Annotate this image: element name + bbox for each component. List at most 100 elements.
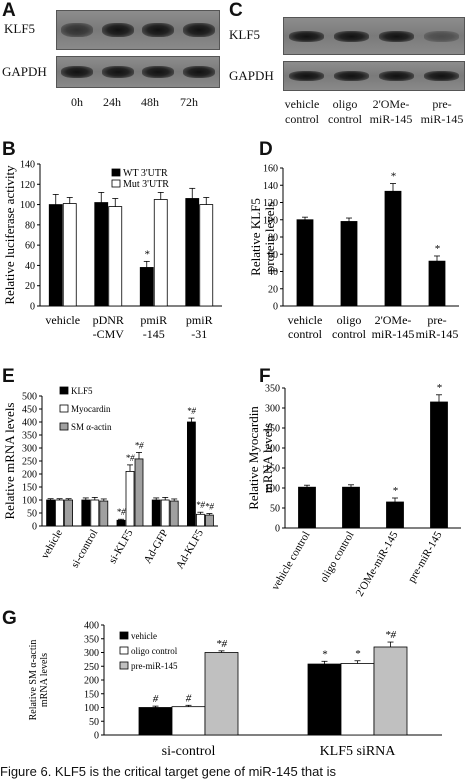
- chart-g-category-label: KLF5 siRNA: [320, 744, 397, 759]
- chart-e-ytick-label: 100: [22, 496, 37, 507]
- chart-b-legend-label: Mut 3'UTR: [123, 179, 169, 190]
- chart-f-ylabel: mRNA levels: [260, 423, 275, 493]
- chart-e-legend-swatch: [59, 422, 69, 431]
- chart-e-ytick-label: 450: [22, 405, 37, 416]
- chart-d-category-label: control: [332, 327, 367, 341]
- chart-b-category-label: pmiR: [140, 313, 167, 327]
- chart-b-bar: [199, 204, 214, 307]
- chart-e-annotation: *#: [196, 500, 206, 510]
- chart-e-bar: [204, 514, 214, 527]
- chart-e-bar: [195, 513, 205, 527]
- chart-g-ytick-label: 250: [84, 662, 99, 673]
- chart-f-ytick-label: 300: [265, 404, 280, 415]
- chart-g-ytick-label: 100: [84, 703, 99, 714]
- chart-e-annotation: *#: [126, 453, 136, 463]
- chart-e-category-label: Ad-GFP: [142, 528, 171, 566]
- chart-e-category-label: Ad-KLF5: [174, 527, 206, 571]
- chart-g-bar: [373, 646, 408, 736]
- chart-g-annotation: *: [322, 648, 328, 660]
- chart-b-category-label: pDNR: [93, 313, 124, 327]
- chart-d-bar: [384, 190, 402, 307]
- chart-b-ytick-label: 140: [20, 160, 35, 171]
- chart-g-ytick-label: 200: [84, 676, 99, 687]
- blot-a-klf5-band-4: [182, 23, 215, 37]
- chart-d-ytick-label: 140: [263, 181, 278, 192]
- chart-e-legend-swatch: [59, 386, 69, 395]
- blot-a-klf5-band-3: [142, 23, 175, 37]
- chart-f-ytick-label: 0: [275, 524, 280, 535]
- chart-e-category-label: vehicle: [39, 527, 65, 561]
- lane-label-a-3: 48h: [141, 95, 159, 109]
- chart-e-legend-swatch: [59, 404, 69, 413]
- chart-d-ylabel: protein levels: [262, 202, 277, 272]
- chart-f-category-label: pre-miR-145: [406, 529, 445, 585]
- chart-b-bar: [94, 202, 109, 307]
- chart-b-category-label: -145: [143, 327, 165, 341]
- chart-f-ytick-label: 50: [270, 504, 280, 515]
- chart-e-ytick-label: 300: [22, 444, 37, 455]
- chart-e-ytick-label: 350: [22, 431, 37, 442]
- chart-f-ytick-label: 200: [265, 444, 280, 455]
- chart-d-bar: [340, 221, 358, 307]
- blot-a-gapdh-band-2: [101, 66, 134, 78]
- chart-e-legend-label: SM α-actin: [71, 422, 112, 432]
- chart-e-annotation: *#: [205, 502, 215, 512]
- chart-b-bar: [108, 206, 123, 307]
- chart-d-category-label: miR-145: [372, 327, 415, 341]
- chart-e-annotation: *#: [135, 440, 145, 450]
- chart-g-legend-swatch: [119, 661, 129, 670]
- chart-e-category-label: si-control: [69, 528, 100, 571]
- chart-b-category-label: pmiR: [186, 313, 213, 327]
- chart-f-bar: [386, 501, 404, 529]
- chart-b-bar: [139, 267, 154, 307]
- chart-d-category-label: 2'OMe-: [375, 313, 412, 327]
- chart-g-ytick-label: 300: [84, 648, 99, 659]
- blot-c-klf5-strip: [283, 17, 465, 55]
- chart-b-ytick-label: 80: [25, 220, 35, 231]
- chart-e-ytick-label: 250: [22, 457, 37, 468]
- chart-e-ytick-label: 400: [22, 418, 37, 429]
- chart-f-ytick-label: 150: [265, 464, 280, 475]
- chart-e-annotation: *#: [187, 406, 197, 416]
- chart-d-ytick-label: 40: [268, 267, 278, 278]
- chart-g-ytick-label: 350: [84, 634, 99, 645]
- chart-g-annotation: *: [355, 648, 361, 660]
- chart-e-bar: [99, 500, 109, 527]
- lane-label-c-2: oligo control: [328, 97, 362, 126]
- chart-d-category-label: oligo: [337, 313, 362, 327]
- blot-c-gapdh-strip: [283, 61, 465, 91]
- chart-e-bar: [160, 499, 170, 527]
- chart-b-category-label: -31: [191, 327, 207, 341]
- chart-g-ylabel: mRNA levels: [39, 653, 50, 707]
- lane-label-c-1: vehicle control: [284, 97, 320, 126]
- chart-b-ylabel: Relative luciferase activity: [2, 165, 17, 305]
- chart-d-category-label: vehicle: [288, 313, 323, 327]
- chart-d-annotation: *: [390, 171, 396, 183]
- chart-e-bar: [116, 519, 126, 527]
- lane-label-a-2: 24h: [103, 95, 121, 109]
- chart-e-bar: [90, 499, 100, 527]
- panel-letter-b: B: [2, 139, 16, 160]
- blot-a-klf5-band-1: [61, 23, 94, 37]
- chart-d-bar: [428, 260, 446, 307]
- chart-b-ytick-label: 120: [20, 180, 35, 191]
- chart-f-category-label: oligo control: [318, 530, 357, 585]
- blot-c-klf5-label: KLF5: [229, 27, 261, 42]
- blot-c-gapdh-band-2: [333, 71, 370, 81]
- chart-e-annotation: *#: [117, 507, 127, 517]
- chart-panel-f: 0 50 100 150 200 250 300 350 Relative Myocardin m…: [246, 382, 461, 599]
- chart-d-bar: [296, 219, 314, 307]
- chart-g-ytick-label: 400: [84, 621, 99, 632]
- chart-f-ytick-label: 250: [265, 424, 280, 435]
- chart-e-bar: [125, 471, 135, 527]
- chart-f-annotation: *: [436, 382, 442, 394]
- chart-b-bar: [48, 204, 63, 307]
- chart-d-ytick-label: 160: [263, 164, 278, 175]
- chart-g-bar: [204, 652, 239, 736]
- chart-f-ytick-label: 350: [265, 384, 280, 395]
- figure-caption: Figure 6. KLF5 is the critical target ge…: [0, 764, 336, 779]
- chart-b-annotation: *: [144, 248, 150, 260]
- chart-f-bar: [298, 486, 316, 529]
- chart-e-bar: [64, 499, 73, 527]
- chart-g-bar: [307, 663, 342, 736]
